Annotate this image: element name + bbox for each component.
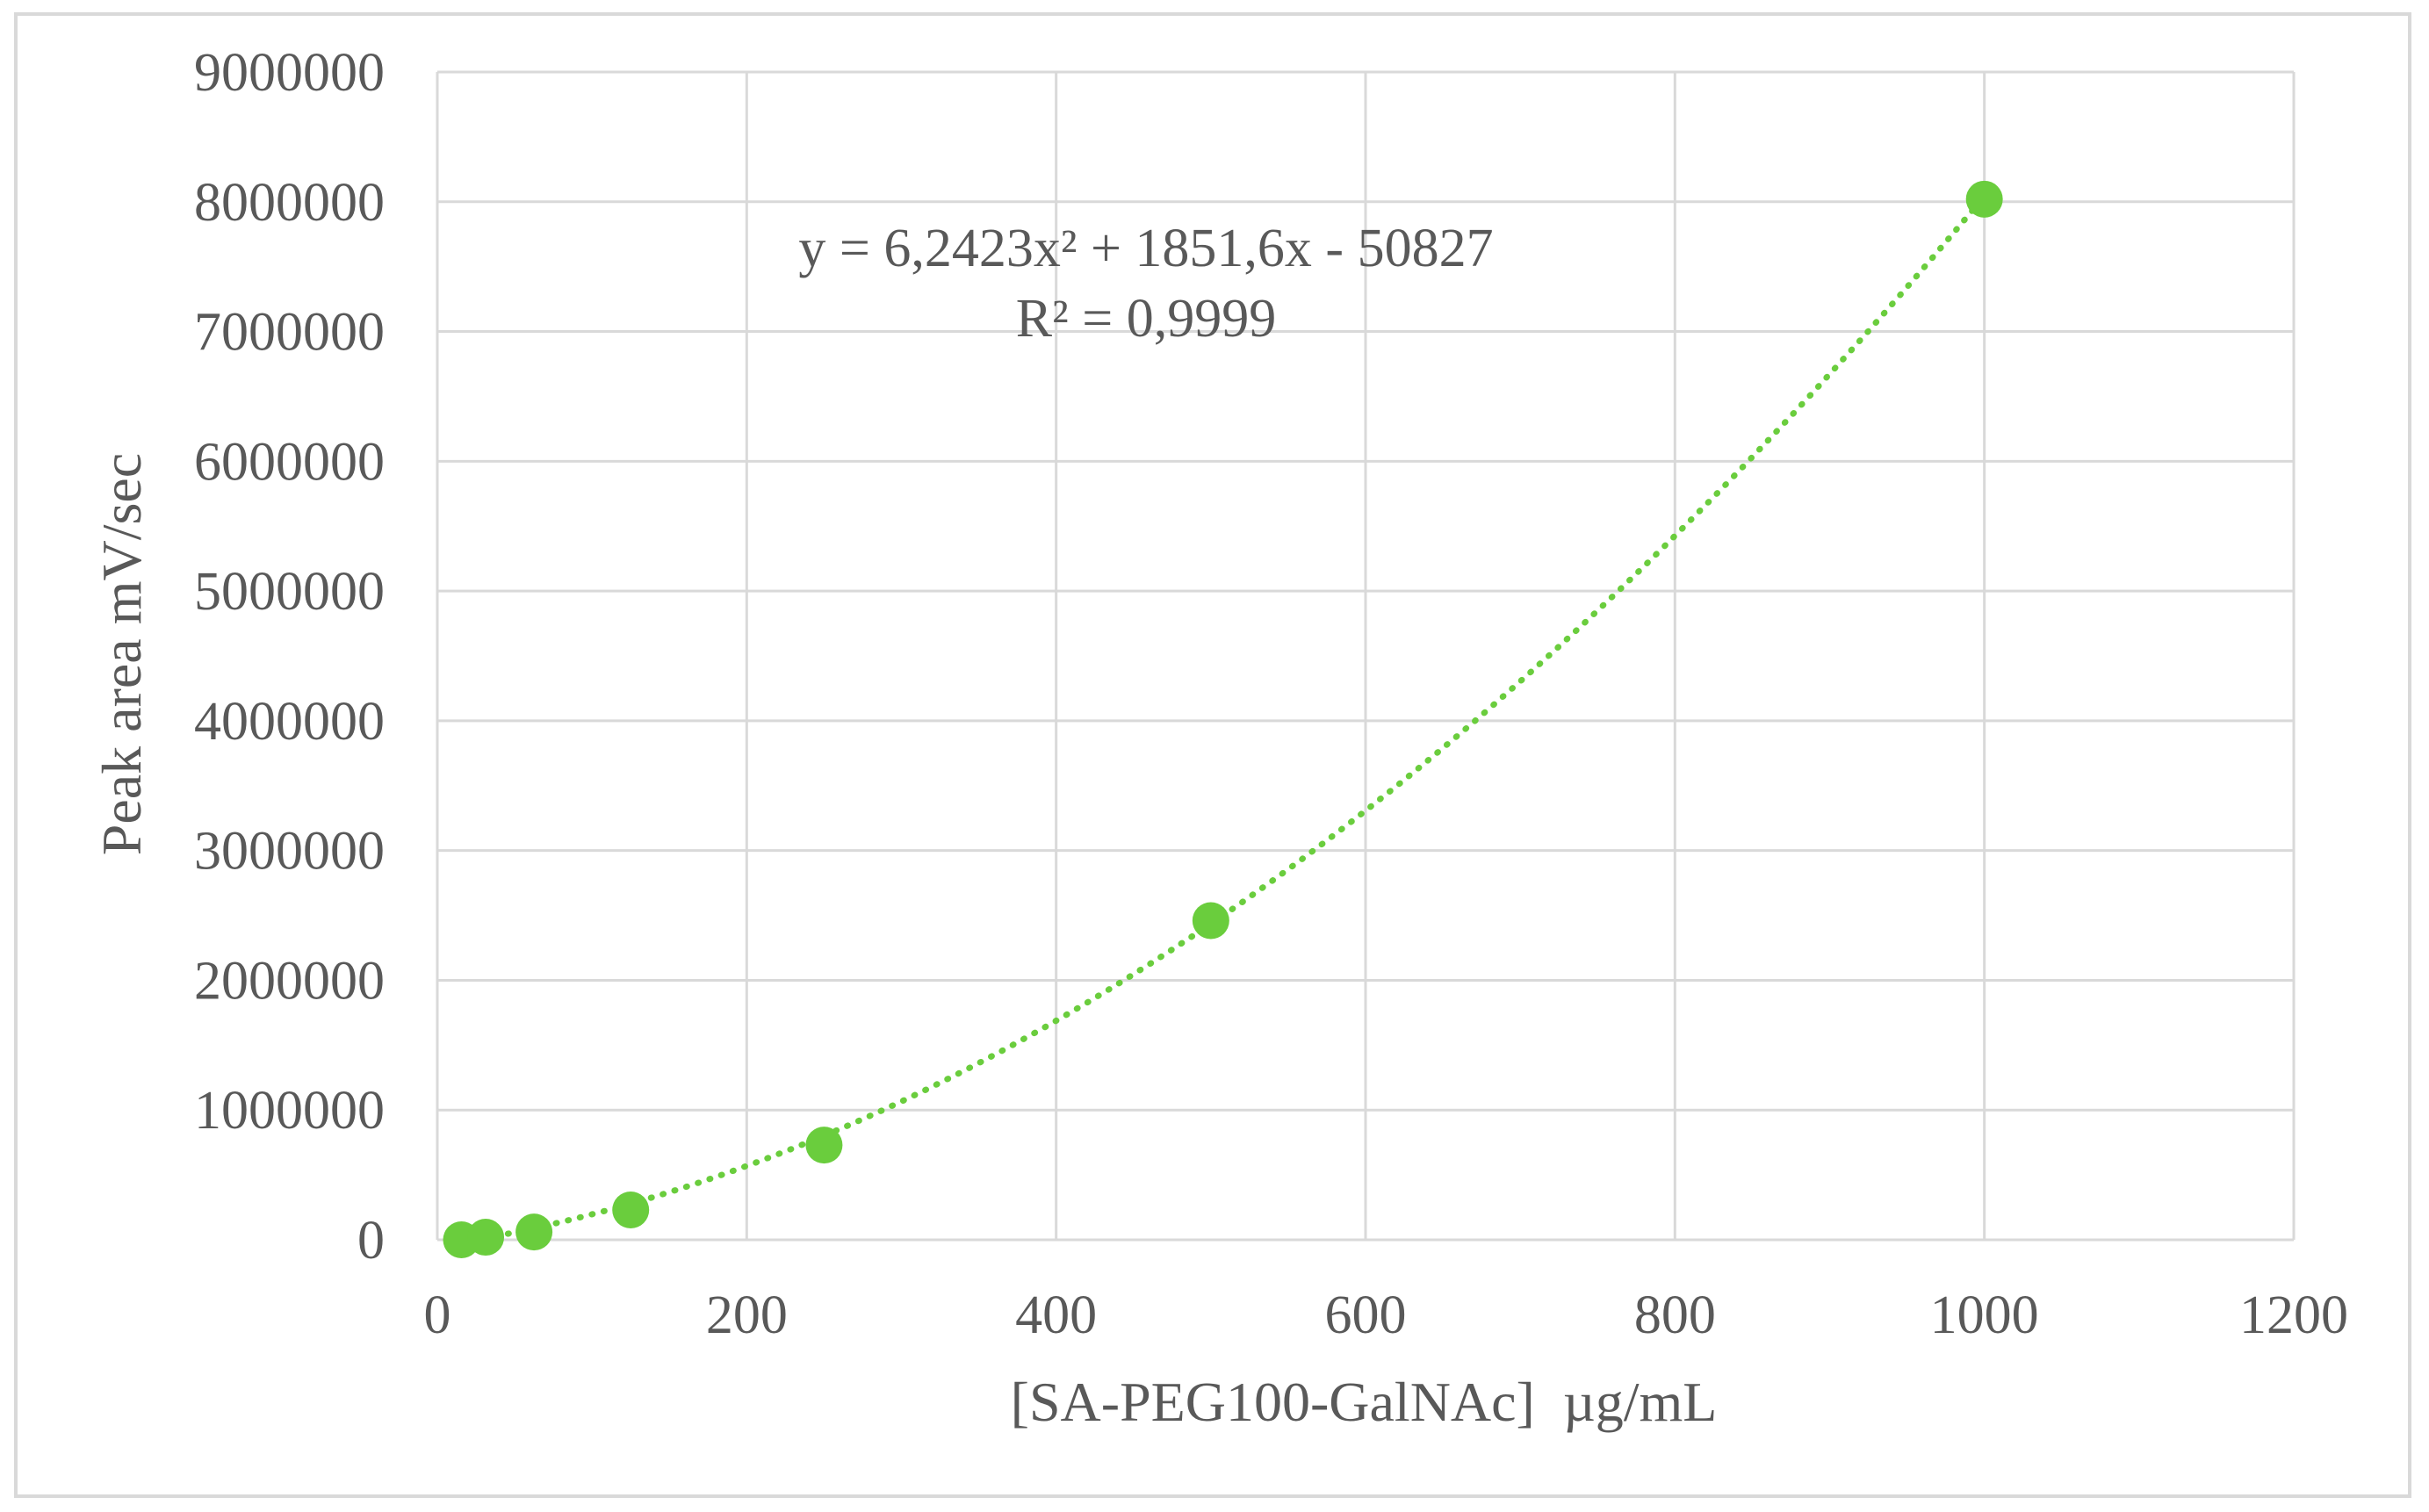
x-tick-label: 1200 xyxy=(2239,1285,2348,1345)
grid-lines xyxy=(436,70,2296,1242)
x-tick-label: 400 xyxy=(1015,1285,1097,1345)
y-tick-label: 4000000 xyxy=(194,692,385,752)
y-axis-title: Peak area mV/sec xyxy=(90,453,153,855)
x-tick-label: 1000 xyxy=(1930,1285,2039,1345)
x-tick-label: 800 xyxy=(1634,1285,1716,1345)
data-points xyxy=(443,180,2003,1258)
data-point xyxy=(805,1127,843,1164)
x-tick-label: 600 xyxy=(1325,1285,1407,1345)
data-point xyxy=(1965,180,2003,218)
data-point xyxy=(1192,902,1229,940)
y-tick-label: 1000000 xyxy=(194,1081,385,1141)
data-point xyxy=(612,1192,650,1229)
data-point xyxy=(515,1213,553,1251)
y-tick-label: 8000000 xyxy=(194,173,385,233)
x-tick-labels: 0 200 400 600 800 1000 1200 xyxy=(424,1285,2349,1345)
data-point xyxy=(467,1219,505,1256)
y-tick-label: 7000000 xyxy=(194,303,385,363)
y-tick-label: 3000000 xyxy=(194,822,385,882)
trendline xyxy=(480,192,1988,1242)
x-tick-label: 0 xyxy=(424,1285,451,1345)
y-tick-label: 2000000 xyxy=(194,951,385,1011)
trendline-equation: y = 6,2423x² + 1851,6x - 50827 xyxy=(798,219,1493,278)
chart-frame xyxy=(14,12,2411,1498)
r-squared-label: R² = 0,9999 xyxy=(1016,289,1276,349)
y-tick-label: 5000000 xyxy=(194,562,385,622)
y-tick-label: 0 xyxy=(357,1211,385,1271)
y-tick-label: 9000000 xyxy=(194,43,385,103)
x-tick-label: 200 xyxy=(706,1285,788,1345)
y-tick-label: 6000000 xyxy=(194,432,385,492)
x-axis-title: [SA-PEG100-GalNAc] µg/mL xyxy=(1011,1371,1718,1433)
y-tick-labels: 0 1000000 2000000 3000000 4000000 5000000 6000… xyxy=(194,43,385,1271)
